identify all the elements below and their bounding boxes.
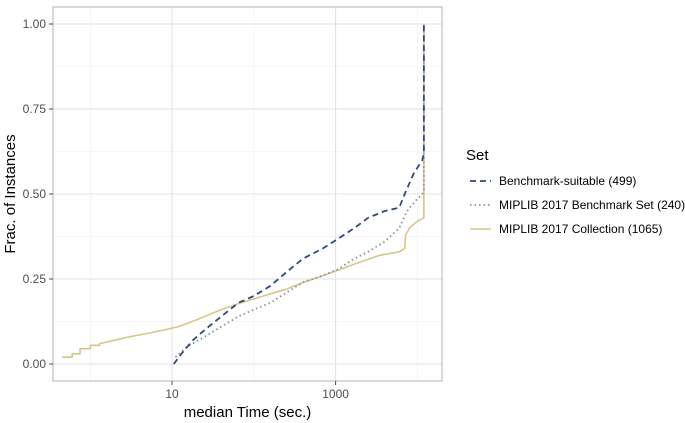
x-tick-label: 10 (165, 387, 179, 401)
series-line-2 (61, 24, 425, 358)
series-line-0 (173, 24, 425, 365)
legend-title: Set (466, 147, 489, 164)
y-tick-label: 0.00 (23, 357, 47, 371)
legend-label-1: MIPLIB 2017 Benchmark Set (240) (499, 198, 685, 212)
y-tick-label: 0.75 (23, 102, 47, 116)
y-axis-title: Frac. of Instances (2, 134, 19, 253)
legend-items: Benchmark-suitable (499) MIPLIB 2017 Benc… (470, 174, 685, 236)
legend-label-2: MIPLIB 2017 Collection (1065) (499, 222, 662, 236)
y-tick-label: 0.50 (23, 187, 47, 201)
x-tick-label: 1000 (322, 387, 349, 401)
axis-ticks: 10 1000 0.00 0.25 0.50 0.75 1.00 (23, 17, 350, 401)
y-tick-label: 1.00 (23, 17, 47, 31)
series-line-1 (174, 24, 425, 358)
legend: Set Benchmark-suitable (499) MIPLIB 2017 … (466, 147, 685, 236)
y-tick-label: 0.25 (23, 272, 47, 286)
series-layer (61, 24, 425, 365)
legend-label-0: Benchmark-suitable (499) (499, 174, 636, 188)
grid (53, 7, 442, 381)
x-axis-title: median Time (sec.) (184, 404, 312, 421)
